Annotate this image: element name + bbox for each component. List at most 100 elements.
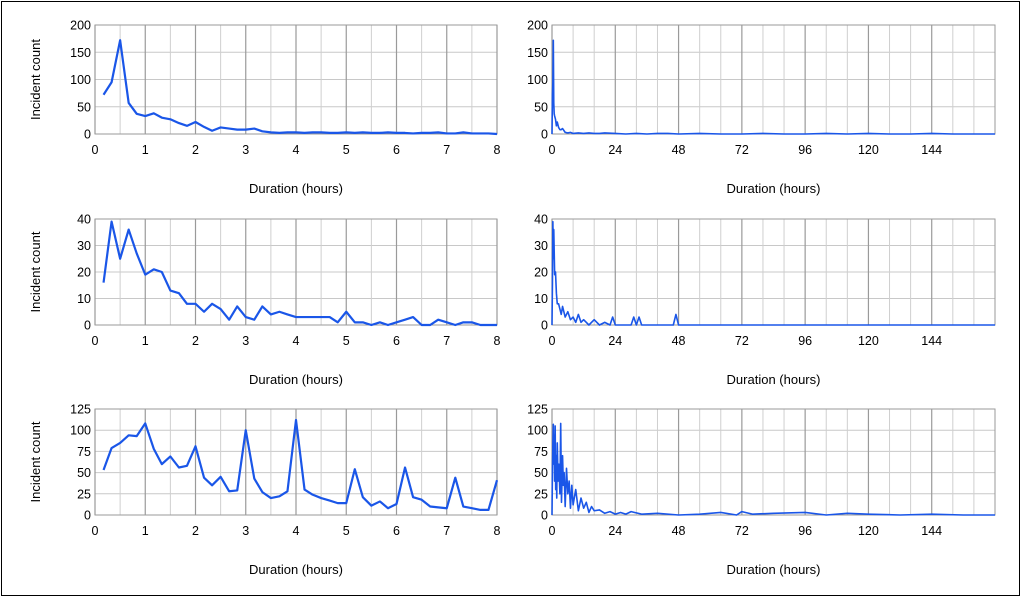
- plot-border: [94, 24, 498, 135]
- x-axis-title: Duration (hours): [249, 372, 343, 387]
- x-tick-label: 0: [92, 143, 99, 157]
- x-tick-label: 5: [343, 334, 350, 348]
- x-tick-label: 8: [494, 143, 501, 157]
- plot-border: [94, 408, 498, 516]
- plot-border: [551, 408, 996, 516]
- series-line: [551, 220, 995, 326]
- series-line: [102, 220, 497, 327]
- series-line: [102, 418, 499, 512]
- y-tick-label: 0: [84, 128, 91, 142]
- y-tick-label: 50: [77, 466, 91, 480]
- series-line: [551, 39, 995, 135]
- x-axis-title: Duration (hours): [727, 181, 821, 196]
- y-tick-label: 75: [534, 445, 548, 459]
- x-tick-label: 0: [549, 524, 556, 538]
- x-tick-label: 2: [192, 334, 199, 348]
- y-tick-label: 150: [527, 46, 548, 60]
- x-tick-label: 2: [192, 143, 199, 157]
- x-tick-label: 96: [798, 143, 812, 157]
- y-tick-label: 75: [77, 445, 91, 459]
- y-tick-label: 100: [70, 424, 91, 438]
- series-line: [102, 39, 498, 136]
- x-tick-label: 1: [142, 334, 149, 348]
- y-tick-label: 100: [527, 424, 548, 438]
- y-tick-label: 0: [541, 319, 548, 333]
- x-tick-label: 144: [921, 143, 942, 157]
- x-tick-label: 120: [858, 334, 879, 348]
- x-tick-label: 24: [608, 524, 622, 538]
- x-tick-label: 8: [494, 524, 501, 538]
- x-tick-label: 72: [735, 524, 749, 538]
- y-tick-label: 100: [527, 73, 548, 87]
- y-tick-label: 30: [77, 239, 91, 253]
- x-tick-label: 0: [92, 334, 99, 348]
- x-tick-label: 120: [858, 143, 879, 157]
- x-axis-title: Duration (hours): [727, 372, 821, 387]
- x-tick-label: 6: [393, 524, 400, 538]
- x-tick-label: 72: [735, 334, 749, 348]
- y-tick-label: 20: [534, 266, 548, 280]
- x-tick-label: 5: [343, 524, 350, 538]
- y-tick-label: 25: [534, 487, 548, 501]
- series-line: [551, 422, 995, 516]
- x-axis-title: Duration (hours): [727, 562, 821, 577]
- y-tick-label: 20: [77, 266, 91, 280]
- chart-panel-row1-right: 0 50 100 150 200 0 24 48 72 96 120 144 Duration (hou…: [527, 19, 996, 196]
- x-tick-label: 1: [142, 524, 149, 538]
- y-tick-label: 50: [534, 466, 548, 480]
- y-tick-label: 0: [541, 128, 548, 142]
- x-tick-label: 4: [293, 143, 300, 157]
- x-tick-label: 144: [921, 334, 942, 348]
- x-tick-label: 0: [92, 524, 99, 538]
- x-tick-label: 48: [672, 143, 686, 157]
- x-tick-label: 96: [798, 334, 812, 348]
- x-tick-label: 0: [549, 143, 556, 157]
- y-tick-label: 0: [84, 509, 91, 523]
- chart-panel-row1-left: 0 50 100 150 200 0 1 2 3 4 5 6 7 8 Duration (hours) Inc…: [28, 19, 501, 197]
- chart-panel-row3-left: 0 25 50 75 100 125 0 1 2 3 4 5 6 7 8 Duration (hours) In…: [28, 403, 501, 578]
- x-tick-label: 0: [549, 334, 556, 348]
- y-tick-label: 0: [84, 319, 91, 333]
- x-tick-label: 5: [343, 143, 350, 157]
- y-tick-label: 30: [534, 239, 548, 253]
- chart-panel-row2-left: 0 10 20 30 40 0 1 2 3 4 5 6 7 8 Duration (hours) Incide…: [28, 213, 501, 388]
- x-tick-label: 4: [293, 334, 300, 348]
- chart-panel-row3-right: 0 25 50 75 100 125 0 24 48 72 96 120 144 Duration (ho…: [527, 403, 996, 577]
- y-tick-label: 125: [527, 403, 548, 417]
- x-tick-label: 6: [393, 143, 400, 157]
- y-tick-label: 150: [70, 46, 91, 60]
- y-axis-title: Incident count: [28, 39, 43, 120]
- x-tick-label: 7: [443, 334, 450, 348]
- x-tick-label: 96: [798, 524, 812, 538]
- y-tick-label: 50: [77, 100, 91, 114]
- y-tick-label: 40: [77, 213, 91, 227]
- plot-border: [94, 218, 498, 326]
- x-axis-title: Duration (hours): [249, 562, 343, 577]
- y-tick-label: 50: [534, 100, 548, 114]
- y-tick-label: 200: [527, 19, 548, 33]
- y-tick-label: 0: [541, 509, 548, 523]
- x-tick-label: 7: [443, 143, 450, 157]
- x-axis-title: Duration (hours): [249, 181, 343, 196]
- y-axis-title: Incident count: [28, 421, 43, 502]
- x-tick-label: 3: [242, 524, 249, 538]
- x-tick-label: 2: [192, 524, 199, 538]
- x-tick-label: 7: [443, 524, 450, 538]
- x-tick-label: 144: [921, 524, 942, 538]
- x-tick-label: 8: [494, 334, 501, 348]
- x-tick-label: 72: [735, 143, 749, 157]
- x-tick-label: 120: [858, 524, 879, 538]
- y-tick-label: 200: [70, 19, 91, 33]
- x-tick-label: 24: [608, 143, 622, 157]
- x-tick-label: 48: [672, 334, 686, 348]
- y-tick-label: 125: [70, 403, 91, 417]
- y-tick-label: 10: [534, 292, 548, 306]
- x-tick-label: 3: [242, 334, 249, 348]
- chart-panel-row2-right: 0 10 20 30 40 0 24 48 72 96 120 144 Duration (hours): [534, 213, 996, 387]
- x-tick-label: 3: [242, 143, 249, 157]
- y-tick-label: 25: [77, 487, 91, 501]
- x-tick-label: 1: [142, 143, 149, 157]
- x-tick-label: 48: [672, 524, 686, 538]
- x-tick-label: 4: [293, 524, 300, 538]
